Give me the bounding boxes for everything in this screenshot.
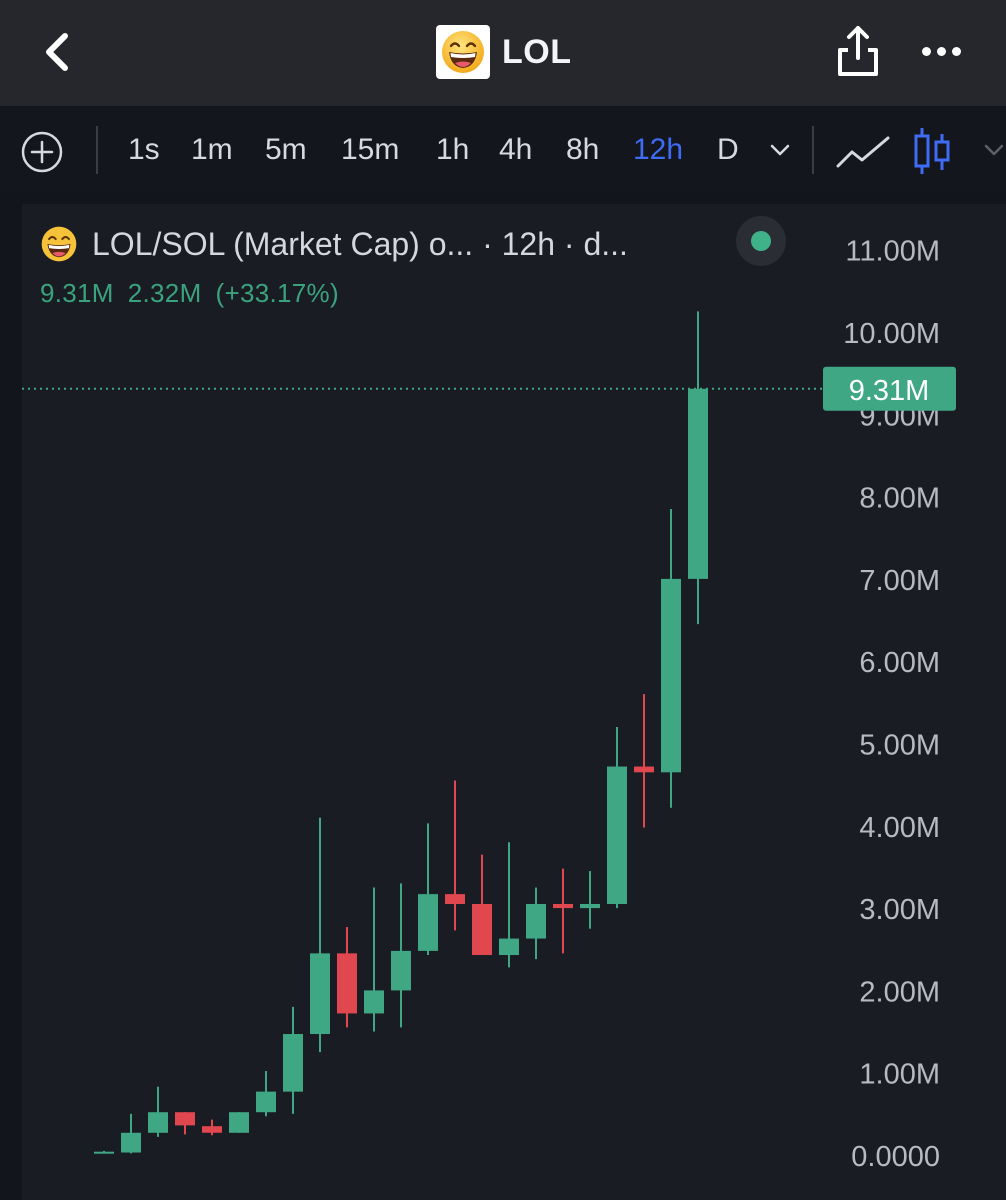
y-axis-tick-label: 0.0000 <box>851 1141 940 1173</box>
status-dot-button[interactable] <box>736 216 786 266</box>
last-price-label: 9.31M <box>849 375 930 407</box>
token-avatar <box>436 25 490 79</box>
candle <box>175 1112 195 1135</box>
candle-body <box>337 953 357 1014</box>
candle <box>472 854 492 956</box>
last-price-badge <box>823 366 956 411</box>
candle <box>607 727 627 909</box>
candle-body <box>175 1112 195 1126</box>
timeframe-4h[interactable]: 4h <box>499 133 533 166</box>
candle-body <box>661 578 681 773</box>
candle-body <box>445 894 465 904</box>
candle-body <box>499 938 519 956</box>
more-dots-icon[interactable] <box>922 40 968 64</box>
chart-legend: LOL/SOL (Market Cap) o... · 12h · d... <box>40 222 628 266</box>
candle <box>634 694 654 828</box>
chevron-left-icon[interactable] <box>38 30 78 74</box>
timeframe-15m[interactable]: 15m <box>341 133 400 166</box>
grinning-face-emoji <box>442 31 484 73</box>
candle <box>310 817 330 1053</box>
y-axis-tick-label: 1.00M <box>859 1059 940 1091</box>
candle <box>283 1006 303 1114</box>
candle <box>688 311 708 625</box>
toolbar-divider <box>812 126 814 174</box>
status-dot <box>751 231 771 251</box>
candle <box>121 1113 141 1154</box>
timeframe-1h[interactable]: 1h <box>436 133 470 166</box>
candle <box>499 842 519 968</box>
chart-toolbar <box>0 106 1006 192</box>
candle-body <box>607 766 627 904</box>
candlestick-icon[interactable] <box>910 126 954 176</box>
candle-body <box>364 990 384 1014</box>
candle-body <box>526 903 546 939</box>
candle <box>580 871 600 929</box>
candle <box>148 1086 168 1137</box>
timeframe-8h[interactable]: 8h <box>566 133 600 166</box>
candle-body <box>94 1151 114 1154</box>
y-axis-tick-label: 11.00M <box>845 236 940 268</box>
legend-title: LOL/SOL (Market Cap) o... · 12h · d... <box>92 225 628 262</box>
candle-body <box>121 1132 141 1153</box>
candle-body <box>688 388 708 579</box>
toolbar-divider <box>96 126 98 174</box>
y-axis-tick-label: 3.00M <box>859 894 940 926</box>
chevron-down-icon[interactable] <box>982 138 1006 162</box>
timeframe-d[interactable]: D <box>717 133 739 166</box>
candle <box>418 823 438 956</box>
legend-last-value: 9.31M <box>40 278 114 308</box>
grinning-face-emoji <box>41 226 77 262</box>
candle-body <box>634 766 654 773</box>
timeframe-1m[interactable]: 1m <box>191 133 233 166</box>
candle <box>445 780 465 931</box>
candle-body <box>472 903 492 956</box>
candle-body <box>310 953 330 1035</box>
timeframe-12h[interactable]: 12h <box>633 133 684 166</box>
y-axis-tick-label: 8.00M <box>859 483 940 515</box>
y-axis-tick-label: 10.00M <box>843 318 940 350</box>
legend-change-pct: (+33.17%) <box>215 278 339 308</box>
candle <box>526 887 546 960</box>
line-chart-icon[interactable] <box>836 132 890 172</box>
page-title: LOL <box>502 32 572 71</box>
y-axis-tick-label: 7.00M <box>859 565 940 597</box>
candle-body <box>283 1034 303 1092</box>
legend-change-value: 2.32M <box>127 278 202 308</box>
candle <box>337 927 357 1028</box>
timeframe-1s[interactable]: 1s <box>128 133 160 166</box>
candle-body <box>256 1091 276 1113</box>
candle-body <box>202 1126 222 1133</box>
candle-body <box>418 894 438 951</box>
legend-values: 9.31M 2.32M (+33.17%) <box>40 278 353 309</box>
y-axis-tick-label: 4.00M <box>859 812 940 844</box>
chevron-down-icon[interactable] <box>768 138 792 162</box>
timeframe-5m[interactable]: 5m <box>265 133 307 166</box>
plus-circle-icon[interactable] <box>20 130 64 174</box>
candle-body <box>580 903 600 909</box>
candle-body <box>148 1112 168 1133</box>
candle <box>229 1112 249 1133</box>
token-title: LOL <box>436 24 571 80</box>
candle <box>94 1150 114 1154</box>
candle-body <box>229 1112 249 1133</box>
candle <box>553 868 573 954</box>
y-axis-tick-label: 6.00M <box>859 647 940 679</box>
candle <box>391 883 411 1028</box>
y-axis-tick-label: 5.00M <box>859 730 940 762</box>
candle <box>661 508 681 808</box>
candle <box>202 1119 222 1136</box>
candle <box>364 887 384 1032</box>
y-axis-tick-label: 2.00M <box>859 976 940 1008</box>
candle <box>256 1071 276 1117</box>
candle-body <box>553 903 573 909</box>
candle-body <box>391 950 411 991</box>
share-icon[interactable] <box>834 22 882 78</box>
